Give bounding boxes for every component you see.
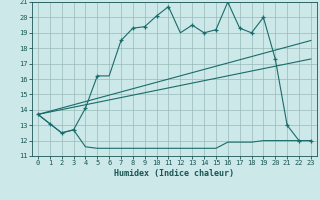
X-axis label: Humidex (Indice chaleur): Humidex (Indice chaleur): [115, 169, 234, 178]
